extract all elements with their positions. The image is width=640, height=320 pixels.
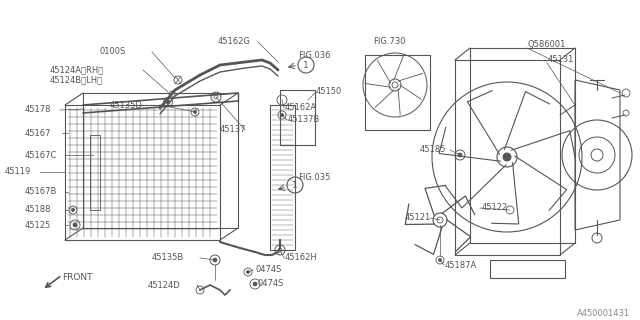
Text: 45167B: 45167B [25, 188, 58, 196]
Text: 1: 1 [292, 180, 298, 189]
Text: Q586001: Q586001 [528, 41, 566, 50]
Circle shape [438, 259, 442, 261]
Circle shape [73, 223, 77, 227]
Text: 0474S: 0474S [255, 266, 282, 275]
Text: 45124A〈RH〉: 45124A〈RH〉 [50, 66, 104, 75]
Text: 45137B: 45137B [288, 116, 321, 124]
Text: 45137: 45137 [220, 125, 246, 134]
Text: 45119: 45119 [5, 167, 31, 177]
Circle shape [246, 270, 250, 274]
Text: 45150: 45150 [316, 87, 342, 97]
Text: 45124D: 45124D [148, 281, 180, 290]
Circle shape [193, 110, 196, 114]
Bar [490, 260, 565, 278]
Text: 45135D: 45135D [110, 100, 143, 109]
Circle shape [458, 153, 462, 157]
Text: FIG.730: FIG.730 [373, 37, 406, 46]
Text: 0474S: 0474S [258, 278, 284, 287]
Text: 45124B〈LH〉: 45124B〈LH〉 [50, 76, 103, 84]
Text: 45187A: 45187A [445, 260, 477, 269]
Text: 45135B: 45135B [152, 253, 184, 262]
Text: 45167C: 45167C [25, 150, 58, 159]
Circle shape [253, 282, 257, 286]
Text: 45162H: 45162H [285, 253, 317, 262]
Text: 45167: 45167 [25, 129, 51, 138]
Text: 45131: 45131 [548, 55, 574, 65]
Text: 45122: 45122 [482, 204, 508, 212]
Text: 45185: 45185 [420, 146, 446, 155]
Text: 45178: 45178 [25, 106, 51, 115]
Text: 1: 1 [497, 265, 501, 274]
Circle shape [503, 153, 511, 161]
Circle shape [72, 209, 74, 212]
Text: 45162A: 45162A [285, 103, 317, 113]
Text: 45121: 45121 [405, 213, 431, 222]
Text: 45188: 45188 [25, 205, 51, 214]
Text: W170064: W170064 [513, 265, 553, 274]
Text: 1: 1 [303, 60, 309, 69]
Text: FIG.035: FIG.035 [298, 173, 330, 182]
Text: A450001431: A450001431 [577, 309, 630, 318]
Text: FIG.036: FIG.036 [298, 51, 330, 60]
Circle shape [213, 258, 217, 262]
Text: FRONT: FRONT [62, 274, 93, 283]
Text: 45125: 45125 [25, 220, 51, 229]
Text: 0100S: 0100S [100, 47, 126, 57]
Text: 45162G: 45162G [218, 37, 251, 46]
Circle shape [280, 114, 284, 116]
Circle shape [166, 100, 170, 104]
